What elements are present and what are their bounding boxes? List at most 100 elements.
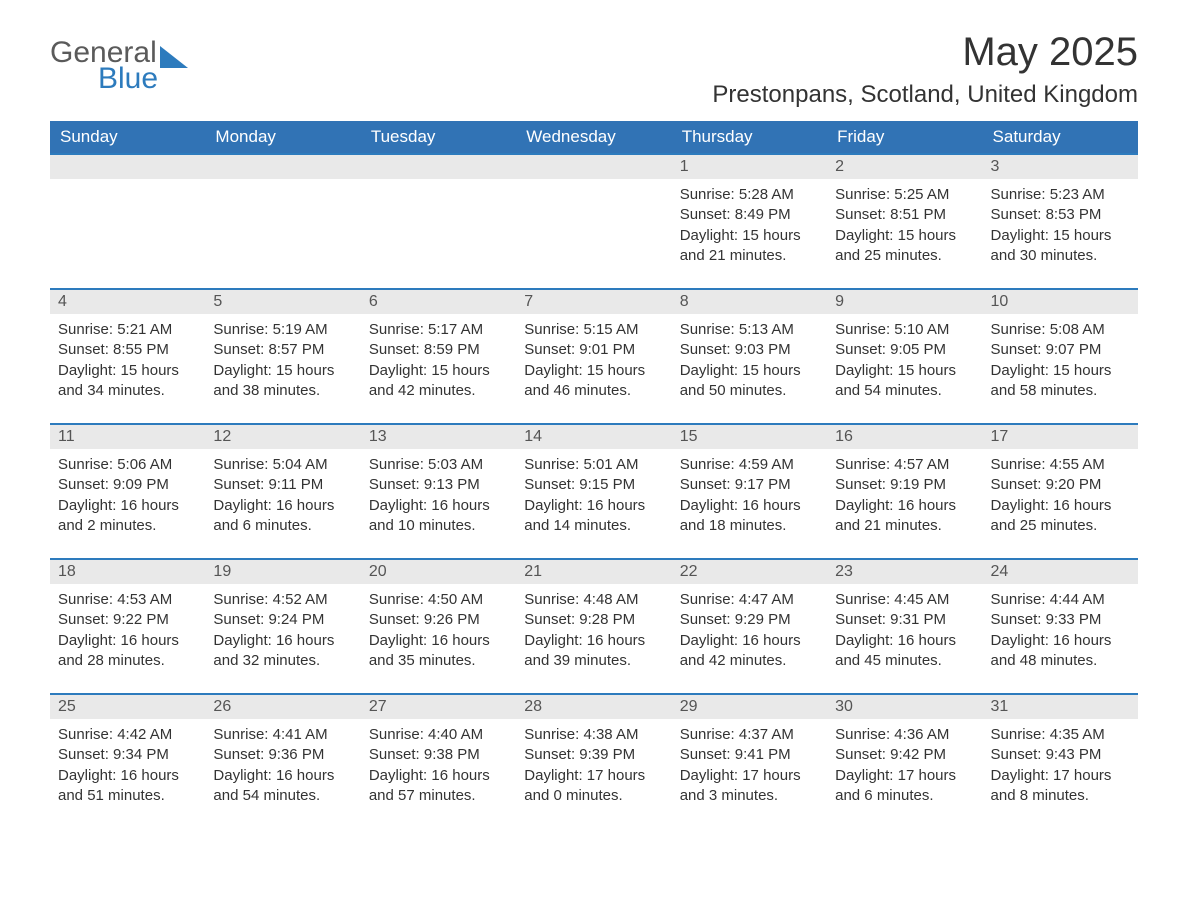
day-details: Sunrise: 5:03 AMSunset: 9:13 PMDaylight:… xyxy=(361,449,516,558)
day-details: Sunrise: 4:36 AMSunset: 9:42 PMDaylight:… xyxy=(827,719,982,828)
day-details: Sunrise: 5:21 AMSunset: 8:55 PMDaylight:… xyxy=(50,314,205,423)
sunrise-text: Sunrise: 5:08 AM xyxy=(991,320,1130,340)
title-block: May 2025 Prestonpans, Scotland, United K… xyxy=(712,30,1138,109)
calendar-cell: 15Sunrise: 4:59 AMSunset: 9:17 PMDayligh… xyxy=(672,424,827,559)
sunrise-text: Sunrise: 4:47 AM xyxy=(680,590,819,610)
sunset-text: Sunset: 9:09 PM xyxy=(58,475,197,495)
daylight-text: Daylight: 15 hours and 42 minutes. xyxy=(369,361,508,402)
day-details: Sunrise: 4:40 AMSunset: 9:38 PMDaylight:… xyxy=(361,719,516,828)
daylight-text: Daylight: 15 hours and 34 minutes. xyxy=(58,361,197,402)
daylight-text: Daylight: 15 hours and 38 minutes. xyxy=(213,361,352,402)
sunset-text: Sunset: 9:03 PM xyxy=(680,340,819,360)
sunset-text: Sunset: 9:22 PM xyxy=(58,610,197,630)
day-header: Saturday xyxy=(983,121,1138,154)
day-number: 8 xyxy=(672,290,827,314)
calendar-cell: 24Sunrise: 4:44 AMSunset: 9:33 PMDayligh… xyxy=(983,559,1138,694)
day-details xyxy=(205,179,360,271)
day-number: 11 xyxy=(50,425,205,449)
calendar-cell: 29Sunrise: 4:37 AMSunset: 9:41 PMDayligh… xyxy=(672,694,827,828)
day-number xyxy=(205,155,360,179)
day-details xyxy=(50,179,205,271)
day-details: Sunrise: 5:10 AMSunset: 9:05 PMDaylight:… xyxy=(827,314,982,423)
daylight-text: Daylight: 16 hours and 48 minutes. xyxy=(991,631,1130,672)
daylight-text: Daylight: 16 hours and 57 minutes. xyxy=(369,766,508,807)
calendar-cell: 6Sunrise: 5:17 AMSunset: 8:59 PMDaylight… xyxy=(361,289,516,424)
calendar-cell xyxy=(361,154,516,289)
calendar-cell xyxy=(50,154,205,289)
sunrise-text: Sunrise: 4:45 AM xyxy=(835,590,974,610)
sunrise-text: Sunrise: 5:21 AM xyxy=(58,320,197,340)
sunset-text: Sunset: 8:51 PM xyxy=(835,205,974,225)
day-details: Sunrise: 4:42 AMSunset: 9:34 PMDaylight:… xyxy=(50,719,205,828)
logo-triangle-icon xyxy=(160,46,188,68)
sunrise-text: Sunrise: 4:42 AM xyxy=(58,725,197,745)
sunset-text: Sunset: 9:24 PM xyxy=(213,610,352,630)
calendar-cell: 27Sunrise: 4:40 AMSunset: 9:38 PMDayligh… xyxy=(361,694,516,828)
day-details: Sunrise: 4:41 AMSunset: 9:36 PMDaylight:… xyxy=(205,719,360,828)
sunset-text: Sunset: 9:01 PM xyxy=(524,340,663,360)
sunset-text: Sunset: 9:17 PM xyxy=(680,475,819,495)
day-number: 12 xyxy=(205,425,360,449)
calendar-week-row: 11Sunrise: 5:06 AMSunset: 9:09 PMDayligh… xyxy=(50,424,1138,559)
day-details: Sunrise: 4:50 AMSunset: 9:26 PMDaylight:… xyxy=(361,584,516,693)
sunrise-text: Sunrise: 5:19 AM xyxy=(213,320,352,340)
sunset-text: Sunset: 9:29 PM xyxy=(680,610,819,630)
sunrise-text: Sunrise: 5:25 AM xyxy=(835,185,974,205)
calendar-cell: 7Sunrise: 5:15 AMSunset: 9:01 PMDaylight… xyxy=(516,289,671,424)
day-number xyxy=(361,155,516,179)
sunrise-text: Sunrise: 4:36 AM xyxy=(835,725,974,745)
sunrise-text: Sunrise: 5:04 AM xyxy=(213,455,352,475)
sunset-text: Sunset: 9:20 PM xyxy=(991,475,1130,495)
daylight-text: Daylight: 16 hours and 32 minutes. xyxy=(213,631,352,672)
calendar-cell: 23Sunrise: 4:45 AMSunset: 9:31 PMDayligh… xyxy=(827,559,982,694)
daylight-text: Daylight: 16 hours and 18 minutes. xyxy=(680,496,819,537)
day-number: 26 xyxy=(205,695,360,719)
day-number: 9 xyxy=(827,290,982,314)
day-number: 24 xyxy=(983,560,1138,584)
day-details: Sunrise: 5:28 AMSunset: 8:49 PMDaylight:… xyxy=(672,179,827,288)
day-number: 31 xyxy=(983,695,1138,719)
sunset-text: Sunset: 9:33 PM xyxy=(991,610,1130,630)
day-details: Sunrise: 4:59 AMSunset: 9:17 PMDaylight:… xyxy=(672,449,827,558)
sunrise-text: Sunrise: 4:35 AM xyxy=(991,725,1130,745)
calendar-cell: 1Sunrise: 5:28 AMSunset: 8:49 PMDaylight… xyxy=(672,154,827,289)
calendar-cell: 22Sunrise: 4:47 AMSunset: 9:29 PMDayligh… xyxy=(672,559,827,694)
sunset-text: Sunset: 9:41 PM xyxy=(680,745,819,765)
day-number: 4 xyxy=(50,290,205,314)
sunset-text: Sunset: 9:05 PM xyxy=(835,340,974,360)
sunset-text: Sunset: 9:39 PM xyxy=(524,745,663,765)
day-header: Monday xyxy=(205,121,360,154)
calendar-cell: 30Sunrise: 4:36 AMSunset: 9:42 PMDayligh… xyxy=(827,694,982,828)
day-details: Sunrise: 5:15 AMSunset: 9:01 PMDaylight:… xyxy=(516,314,671,423)
sunset-text: Sunset: 9:26 PM xyxy=(369,610,508,630)
calendar-header-row: SundayMondayTuesdayWednesdayThursdayFrid… xyxy=(50,121,1138,154)
day-number: 23 xyxy=(827,560,982,584)
day-details: Sunrise: 4:47 AMSunset: 9:29 PMDaylight:… xyxy=(672,584,827,693)
sunset-text: Sunset: 8:53 PM xyxy=(991,205,1130,225)
day-details: Sunrise: 5:01 AMSunset: 9:15 PMDaylight:… xyxy=(516,449,671,558)
calendar-cell: 10Sunrise: 5:08 AMSunset: 9:07 PMDayligh… xyxy=(983,289,1138,424)
sunrise-text: Sunrise: 4:53 AM xyxy=(58,590,197,610)
day-number: 19 xyxy=(205,560,360,584)
sunrise-text: Sunrise: 4:57 AM xyxy=(835,455,974,475)
sunset-text: Sunset: 8:55 PM xyxy=(58,340,197,360)
day-details xyxy=(361,179,516,271)
day-details: Sunrise: 5:23 AMSunset: 8:53 PMDaylight:… xyxy=(983,179,1138,288)
day-number: 15 xyxy=(672,425,827,449)
day-number: 20 xyxy=(361,560,516,584)
sunset-text: Sunset: 9:11 PM xyxy=(213,475,352,495)
daylight-text: Daylight: 17 hours and 6 minutes. xyxy=(835,766,974,807)
daylight-text: Daylight: 16 hours and 39 minutes. xyxy=(524,631,663,672)
location: Prestonpans, Scotland, United Kingdom xyxy=(712,81,1138,109)
daylight-text: Daylight: 16 hours and 54 minutes. xyxy=(213,766,352,807)
sunset-text: Sunset: 9:38 PM xyxy=(369,745,508,765)
sunset-text: Sunset: 9:31 PM xyxy=(835,610,974,630)
daylight-text: Daylight: 16 hours and 28 minutes. xyxy=(58,631,197,672)
sunrise-text: Sunrise: 5:13 AM xyxy=(680,320,819,340)
calendar-cell: 14Sunrise: 5:01 AMSunset: 9:15 PMDayligh… xyxy=(516,424,671,559)
day-number: 21 xyxy=(516,560,671,584)
sunrise-text: Sunrise: 4:48 AM xyxy=(524,590,663,610)
day-details: Sunrise: 5:25 AMSunset: 8:51 PMDaylight:… xyxy=(827,179,982,288)
sunrise-text: Sunrise: 4:59 AM xyxy=(680,455,819,475)
calendar-cell xyxy=(205,154,360,289)
